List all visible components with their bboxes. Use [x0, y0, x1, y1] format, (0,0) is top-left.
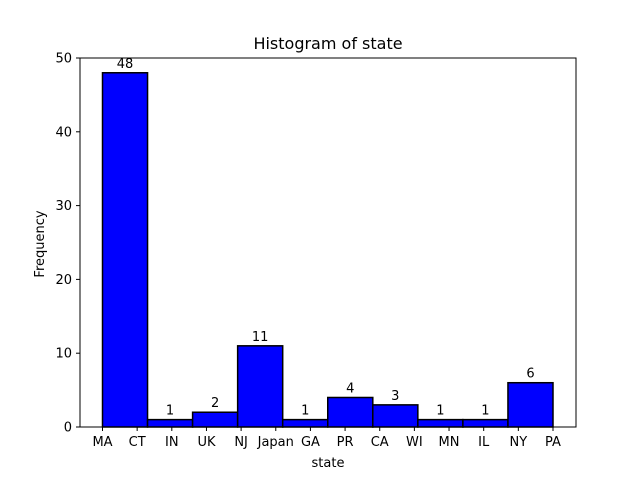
x-tick-label: GA — [301, 435, 320, 450]
bar-value-label: 2 — [211, 396, 219, 411]
histogram-bar — [191, 411, 239, 428]
histogram-bar — [146, 418, 194, 428]
bar-value-label: 11 — [252, 330, 269, 345]
x-tick-label: NJ — [234, 435, 248, 450]
x-tick-label: MN — [439, 435, 460, 450]
histogram-bar — [417, 418, 464, 428]
y-tick-label: 0 — [64, 421, 72, 436]
x-tick-label: IL — [478, 435, 490, 450]
x-tick-label: NY — [510, 435, 528, 450]
bar-value-label: 3 — [391, 389, 399, 404]
bar-value-label: 1 — [481, 404, 489, 419]
x-tick-label: Japan — [257, 435, 294, 450]
histogram-bar — [507, 381, 554, 428]
chart-title: Histogram of state — [253, 34, 402, 53]
histogram-bar — [101, 72, 149, 428]
y-tick-label: 10 — [55, 347, 72, 362]
y-tick-label: 40 — [55, 125, 72, 140]
bar-value-label: 1 — [301, 404, 309, 419]
bar-value-label: 4 — [346, 381, 354, 396]
bar-value-label: 48 — [117, 57, 134, 72]
x-tick-label: CA — [371, 435, 389, 450]
x-tick-label: PR — [337, 435, 354, 450]
histogram-bar — [372, 404, 419, 428]
histogram-bar — [281, 418, 329, 428]
histogram-bar — [236, 345, 284, 428]
plot-frame — [79, 57, 577, 428]
histogram-bar — [327, 396, 374, 428]
y-tick-label: 20 — [55, 273, 72, 288]
bar-value-label: 1 — [436, 404, 444, 419]
x-tick-label: PA — [545, 435, 561, 450]
bar-value-label: 6 — [526, 367, 534, 382]
x-tick-label: MA — [92, 435, 112, 450]
x-tick-label: UK — [197, 435, 216, 450]
histogram-bar — [462, 418, 509, 428]
x-tick-label: WI — [406, 435, 423, 450]
x-tick-label: IN — [165, 435, 179, 450]
x-tick-label: CT — [129, 435, 146, 450]
y-tick-label: 50 — [55, 52, 72, 67]
bar-value-label: 1 — [166, 404, 174, 419]
y-axis-label: Frequency — [33, 210, 48, 277]
x-axis-label: state — [312, 456, 345, 471]
y-tick-label: 30 — [55, 199, 72, 214]
